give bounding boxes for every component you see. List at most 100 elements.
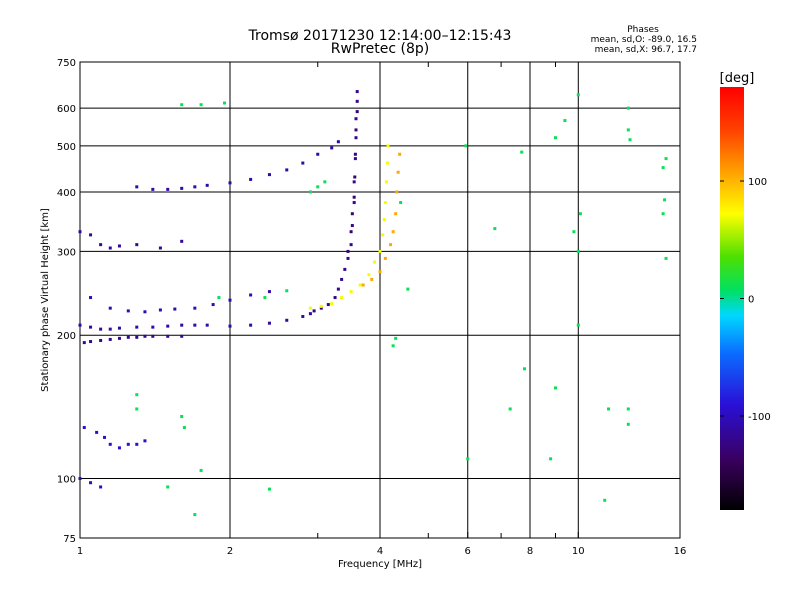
data-point <box>389 243 393 247</box>
data-point <box>394 336 398 340</box>
data-point <box>117 326 121 330</box>
data-point <box>223 101 227 105</box>
data-point <box>180 323 184 327</box>
data-point <box>399 201 403 205</box>
data-point <box>346 256 350 260</box>
data-point <box>353 152 357 156</box>
data-point <box>343 267 347 271</box>
data-point <box>349 230 353 234</box>
data-point <box>381 233 385 237</box>
data-point <box>367 273 371 277</box>
data-point <box>308 312 312 316</box>
data-point <box>89 325 93 329</box>
y-tick-label: 500 <box>57 142 76 153</box>
y-tick-label: 75 <box>63 534 76 545</box>
y-axis-ticks: 75 100 200 300 400 500 600 750 <box>57 58 76 545</box>
data-point <box>135 325 139 329</box>
data-point <box>263 296 267 300</box>
data-point <box>135 407 139 411</box>
data-point <box>151 334 155 338</box>
data-point <box>661 166 665 170</box>
data-point <box>89 340 93 344</box>
data-point <box>166 334 170 338</box>
data-point <box>89 296 93 300</box>
data-point <box>199 103 203 107</box>
data-point <box>385 161 389 165</box>
data-point <box>308 306 312 310</box>
colorbar-tick-label: 100 <box>748 177 767 188</box>
data-point <box>135 243 139 247</box>
data-point <box>349 290 353 294</box>
data-point <box>143 439 147 443</box>
data-point <box>394 212 398 216</box>
data-point <box>285 289 289 293</box>
data-point <box>340 277 344 281</box>
data-point <box>626 422 630 426</box>
data-point <box>82 341 86 345</box>
data-point <box>89 481 93 485</box>
data-point <box>180 334 184 338</box>
data-point <box>391 344 395 348</box>
data-point <box>349 243 353 247</box>
data-point <box>336 140 340 144</box>
colorbar-tick-label: 0 <box>748 295 754 306</box>
data-point <box>267 290 271 294</box>
data-point <box>355 110 359 114</box>
data-point <box>99 338 103 342</box>
data-point <box>180 103 184 107</box>
data-point <box>249 177 253 181</box>
data-point <box>193 306 197 310</box>
data-point <box>117 244 121 248</box>
data-point <box>330 302 334 306</box>
data-point <box>326 303 330 307</box>
data-point <box>199 468 203 472</box>
data-point <box>301 161 305 165</box>
data-point <box>319 306 323 310</box>
data-point <box>553 136 557 140</box>
data-point <box>249 323 253 327</box>
data-point <box>108 306 112 310</box>
data-point <box>607 407 611 411</box>
data-point <box>151 325 155 329</box>
data-point <box>523 367 527 371</box>
x-tick-label: 2 <box>227 546 233 557</box>
data-point <box>158 308 162 312</box>
data-point <box>391 230 395 234</box>
data-point <box>340 296 344 300</box>
data-points <box>78 90 668 517</box>
colorbar-ticks: 100 0 -100 <box>720 177 771 423</box>
data-point <box>520 150 524 154</box>
data-point <box>285 168 289 172</box>
data-point <box>352 180 356 184</box>
data-point <box>384 180 388 184</box>
data-point <box>350 224 354 228</box>
y-axis-label: Stationary phase Virtual Height [km] <box>40 208 51 392</box>
data-point <box>228 324 232 328</box>
data-point <box>193 323 197 327</box>
colorbar-tick-label: -100 <box>748 412 771 423</box>
data-point <box>626 128 630 132</box>
data-point <box>99 485 103 489</box>
data-point <box>117 336 121 340</box>
data-point <box>628 138 632 142</box>
data-point <box>378 249 382 253</box>
data-point <box>228 181 232 185</box>
y-tick-label: 600 <box>57 104 76 115</box>
data-point <box>249 293 253 297</box>
data-point <box>398 152 402 156</box>
data-point <box>395 190 399 194</box>
data-point <box>626 106 630 110</box>
data-point <box>352 195 356 199</box>
data-point <box>173 307 177 311</box>
x-tick-label: 6 <box>465 546 471 557</box>
data-point <box>383 256 387 260</box>
data-point <box>267 173 271 177</box>
data-point <box>108 442 112 446</box>
data-point <box>576 93 580 97</box>
data-point <box>99 327 103 331</box>
data-point <box>353 175 357 179</box>
data-point <box>126 335 130 339</box>
data-point <box>78 323 82 327</box>
data-point <box>108 246 112 250</box>
data-point <box>182 425 186 429</box>
